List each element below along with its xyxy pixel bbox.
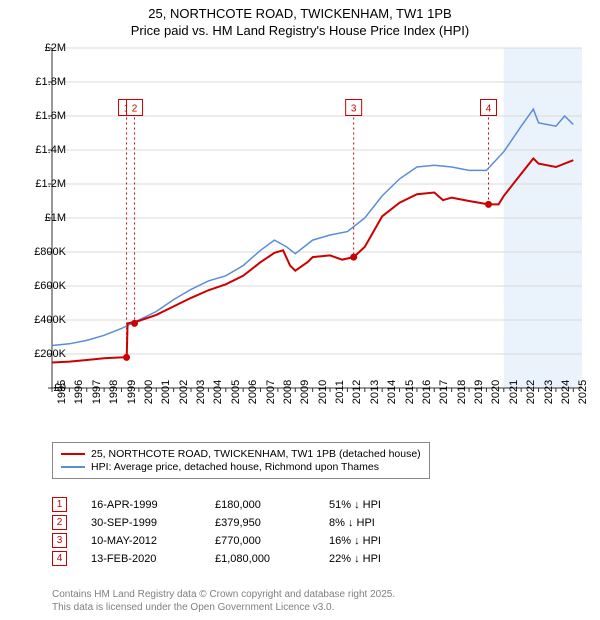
legend-swatch	[61, 466, 85, 468]
x-tick-label: 2024	[560, 380, 572, 404]
transaction-badge: 3	[52, 533, 67, 548]
transactions-table: 1 16-APR-1999 £180,000 51% ↓ HPI 2 30-SEP-199…	[52, 494, 419, 569]
x-tick-label: 2011	[334, 380, 346, 404]
transaction-date: 16-APR-1999	[91, 499, 191, 511]
transaction-row: 2 30-SEP-1999 £379,950 8% ↓ HPI	[52, 515, 419, 530]
transaction-date: 10-MAY-2012	[91, 535, 191, 547]
footer-attribution: Contains HM Land Registry data © Crown c…	[52, 588, 395, 614]
x-tick-label: 2020	[490, 380, 502, 404]
x-tick-label: 2004	[212, 380, 224, 404]
x-tick-label: 2013	[369, 380, 381, 404]
transaction-date: 13-FEB-2020	[91, 553, 191, 565]
legend: 25, NORTHCOTE ROAD, TWICKENHAM, TW1 1PB …	[52, 442, 430, 479]
y-tick-label: £400K	[18, 314, 66, 326]
transaction-price: £1,080,000	[215, 553, 305, 565]
x-tick-label: 2000	[143, 380, 155, 404]
transaction-price: £770,000	[215, 535, 305, 547]
y-tick-label: £1.4M	[18, 144, 66, 156]
transaction-delta: 51% ↓ HPI	[329, 499, 419, 511]
svg-text:3: 3	[351, 104, 357, 115]
transaction-price: £379,950	[215, 517, 305, 529]
transaction-price: £180,000	[215, 499, 305, 511]
y-tick-label: £800K	[18, 246, 66, 258]
transaction-badge: 2	[52, 515, 67, 530]
y-tick-label: £1M	[18, 212, 66, 224]
legend-label: 25, NORTHCOTE ROAD, TWICKENHAM, TW1 1PB …	[91, 448, 421, 460]
x-tick-label: 2021	[508, 380, 520, 404]
x-tick-label: 2022	[525, 380, 537, 404]
x-tick-label: 2002	[178, 380, 190, 404]
title-line-2: Price paid vs. HM Land Registry's House …	[0, 23, 600, 38]
transaction-badge: 1	[52, 497, 67, 512]
y-tick-label: £1.6M	[18, 110, 66, 122]
x-tick-label: 2001	[160, 380, 172, 404]
x-tick-label: 2016	[421, 380, 433, 404]
x-tick-label: 2017	[438, 380, 450, 404]
transaction-delta: 16% ↓ HPI	[329, 535, 419, 547]
x-tick-label: 2008	[282, 380, 294, 404]
legend-item: HPI: Average price, detached house, Rich…	[61, 461, 421, 473]
x-tick-label: 1997	[91, 380, 103, 404]
transaction-row: 4 13-FEB-2020 £1,080,000 22% ↓ HPI	[52, 551, 419, 566]
y-tick-label: £2M	[18, 42, 66, 54]
x-tick-label: 1998	[108, 380, 120, 404]
x-tick-label: 2005	[230, 380, 242, 404]
x-tick-label: 2006	[247, 380, 259, 404]
footer-line-2: This data is licensed under the Open Gov…	[52, 601, 395, 614]
x-tick-label: 2012	[351, 380, 363, 404]
x-tick-label: 2007	[265, 380, 277, 404]
y-tick-label: £1.2M	[18, 178, 66, 190]
x-tick-label: 2025	[577, 380, 589, 404]
y-tick-label: £200K	[18, 348, 66, 360]
x-tick-label: 2019	[473, 380, 485, 404]
footer-line-1: Contains HM Land Registry data © Crown c…	[52, 588, 395, 601]
title-line-1: 25, NORTHCOTE ROAD, TWICKENHAM, TW1 1PB	[0, 6, 600, 21]
x-tick-label: 2009	[299, 380, 311, 404]
legend-label: HPI: Average price, detached house, Rich…	[91, 461, 379, 473]
x-tick-label: 2018	[456, 380, 468, 404]
transaction-delta: 8% ↓ HPI	[329, 517, 419, 529]
y-tick-label: £1.8M	[18, 76, 66, 88]
x-tick-label: 2015	[404, 380, 416, 404]
transaction-date: 30-SEP-1999	[91, 517, 191, 529]
chart-plot: 1234	[52, 48, 582, 388]
x-tick-label: 2023	[543, 380, 555, 404]
transaction-badge: 4	[52, 551, 67, 566]
x-tick-label: 2003	[195, 380, 207, 404]
x-tick-label: 1996	[73, 380, 85, 404]
chart-title: 25, NORTHCOTE ROAD, TWICKENHAM, TW1 1PB …	[0, 0, 600, 38]
legend-item: 25, NORTHCOTE ROAD, TWICKENHAM, TW1 1PB …	[61, 448, 421, 460]
x-tick-label: 1995	[56, 380, 68, 404]
x-tick-label: 2014	[386, 380, 398, 404]
x-tick-label: 2010	[317, 380, 329, 404]
svg-text:4: 4	[486, 104, 492, 115]
transaction-row: 1 16-APR-1999 £180,000 51% ↓ HPI	[52, 497, 419, 512]
transaction-delta: 22% ↓ HPI	[329, 553, 419, 565]
y-tick-label: £600K	[18, 280, 66, 292]
svg-text:2: 2	[132, 104, 138, 115]
transaction-row: 3 10-MAY-2012 £770,000 16% ↓ HPI	[52, 533, 419, 548]
x-tick-label: 1999	[126, 380, 138, 404]
legend-swatch	[61, 453, 85, 455]
